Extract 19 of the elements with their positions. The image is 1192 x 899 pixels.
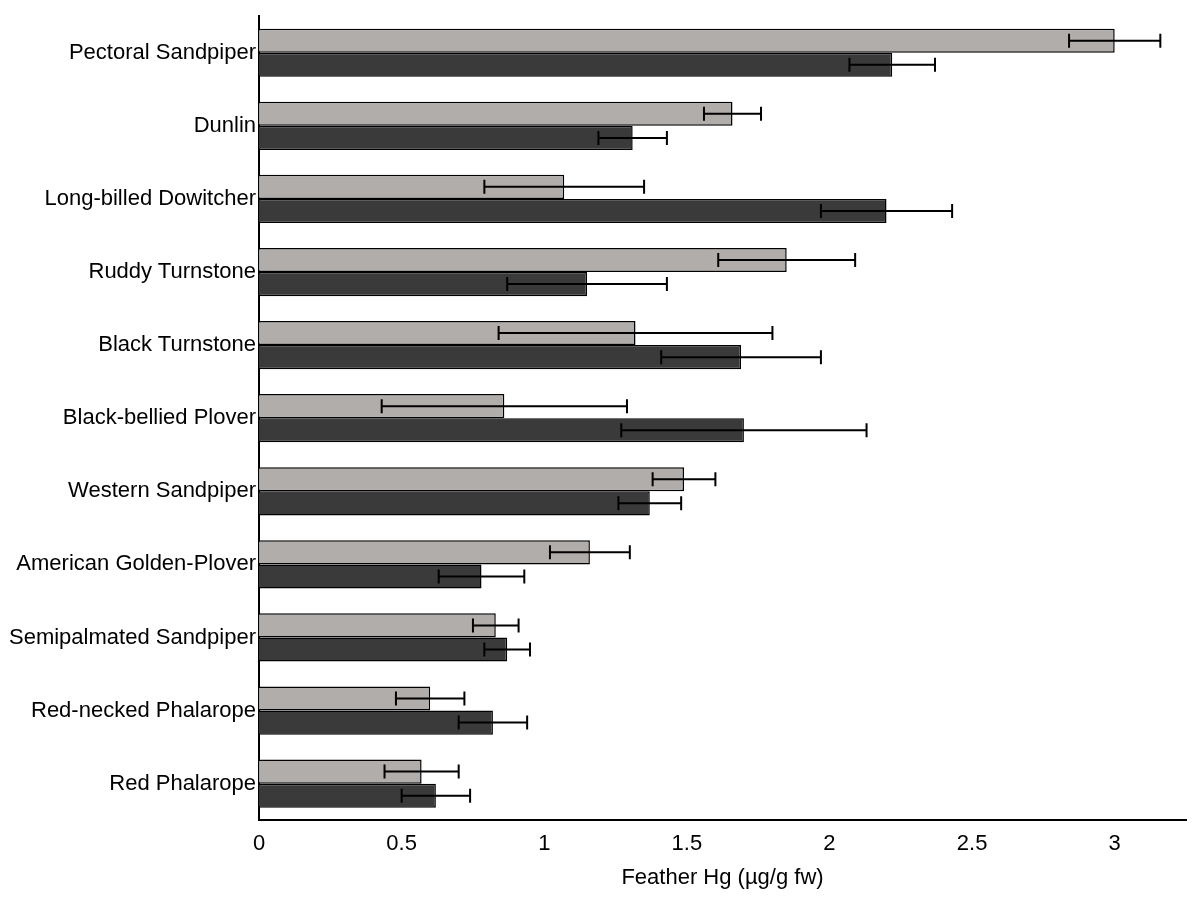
y-tick-label: Western Sandpiper [68, 477, 257, 503]
x-tick-label: 2 [823, 830, 836, 856]
y-tick-label: Red-necked Phalarope [30, 696, 257, 722]
y-tick-label: Semipalmated Sandpiper [8, 623, 257, 649]
y-tick-label: Red Phalarope [109, 769, 257, 795]
x-tick-label: 0.5 [386, 830, 417, 856]
y-tick-label: Dunlin [193, 111, 257, 137]
y-tick-label: Long-billed Dowitcher [44, 184, 257, 210]
y-tick-label: Black Turnstone [98, 331, 257, 357]
x-axis-title: Feather Hg (µg/g fw) [621, 863, 824, 889]
x-tick-label: 0 [252, 830, 266, 856]
x-tick-label: 1.5 [671, 830, 703, 856]
y-tick-label: American Golden-Plover [16, 550, 257, 576]
y-tick-label: Pectoral Sandpiper [68, 38, 257, 64]
x-tick-label: 1 [538, 830, 551, 856]
y-tick-label: Ruddy Turnstone [88, 258, 257, 284]
y-tick-label: Black-bellied Plover [62, 404, 257, 430]
x-tick-label: 2.5 [956, 830, 988, 856]
x-tick-label: 3 [1108, 830, 1121, 856]
